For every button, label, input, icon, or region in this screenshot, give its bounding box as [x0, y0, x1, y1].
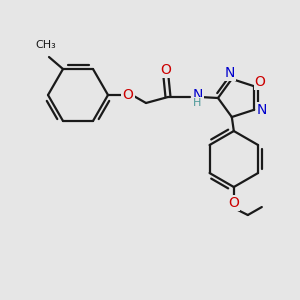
Text: H: H: [193, 98, 201, 108]
Text: CH₃: CH₃: [36, 40, 56, 50]
Text: N: N: [257, 103, 267, 117]
Text: N: N: [225, 66, 235, 80]
Text: O: O: [123, 88, 134, 102]
Text: N: N: [193, 88, 203, 102]
Text: O: O: [160, 63, 171, 77]
Text: O: O: [228, 196, 239, 210]
Text: O: O: [255, 75, 266, 89]
